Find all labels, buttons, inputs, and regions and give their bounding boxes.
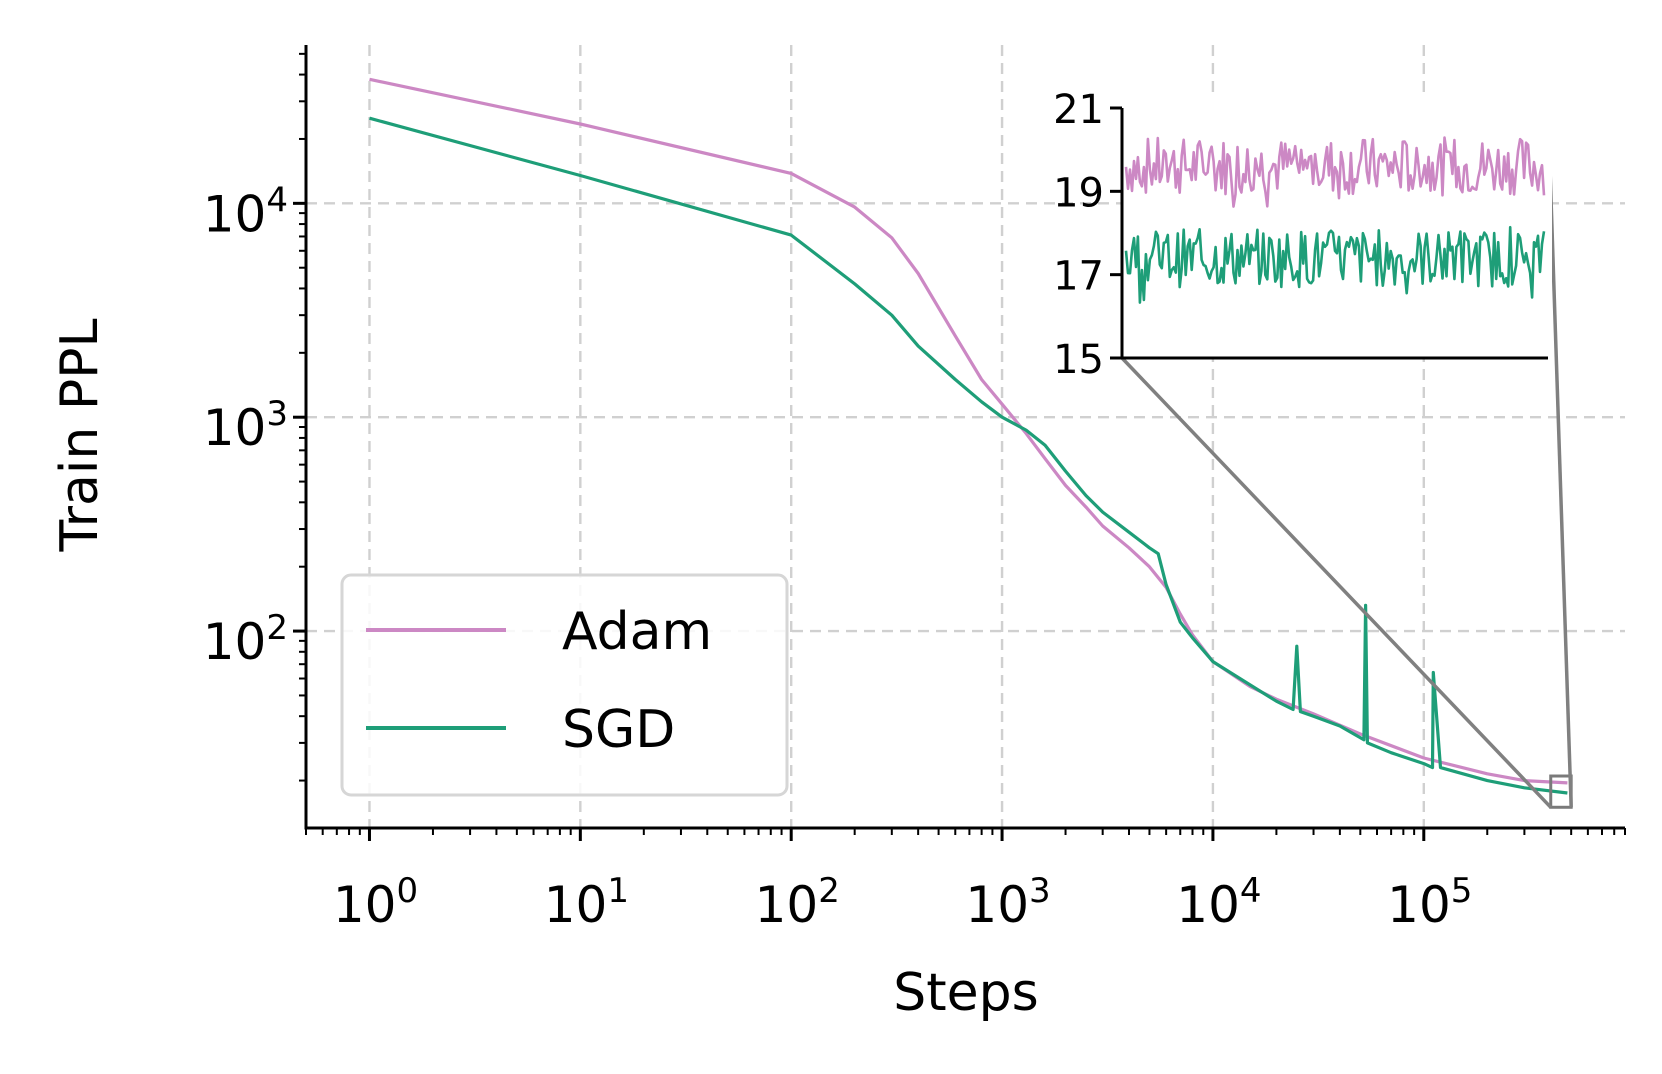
- inset-y-tick-label: 21: [1053, 87, 1104, 133]
- inset-sgd-line: [1124, 225, 1546, 304]
- x-tick-label: 102: [755, 871, 840, 934]
- y-tick-label: 104: [203, 180, 288, 243]
- x-tick-label: 104: [1176, 871, 1261, 934]
- x-tick-label: 103: [965, 871, 1050, 934]
- x-axis-title: Steps: [893, 963, 1039, 1023]
- x-tick-label: 101: [544, 871, 629, 934]
- axes: 100 101 102 103 104 105 102 103 104: [203, 45, 1626, 934]
- x-tick-label: 100: [333, 871, 418, 934]
- y-axis-title: Train PPL: [50, 318, 110, 552]
- inset-adam-line: [1124, 136, 1546, 208]
- inset-y-tick-label: 19: [1053, 170, 1104, 216]
- y-tick-label: 103: [203, 394, 288, 457]
- series-lines: [369, 77, 1568, 795]
- inset-y-tick-label: 15: [1053, 337, 1104, 383]
- inset-zoom-plot: 21 19 17 15: [1053, 87, 1552, 383]
- legend-label-sgd: SGD: [562, 700, 675, 760]
- legend-label-adam: Adam: [562, 602, 712, 662]
- inset-background: [1122, 98, 1552, 358]
- legend: Adam SGD: [340, 573, 789, 797]
- y-tick-label: 102: [203, 608, 288, 671]
- zoom-connector-line: [1120, 356, 1553, 809]
- x-tick-label: 105: [1387, 871, 1472, 934]
- sgd-line: [369, 116, 1568, 795]
- inset-y-tick-label: 17: [1053, 254, 1104, 300]
